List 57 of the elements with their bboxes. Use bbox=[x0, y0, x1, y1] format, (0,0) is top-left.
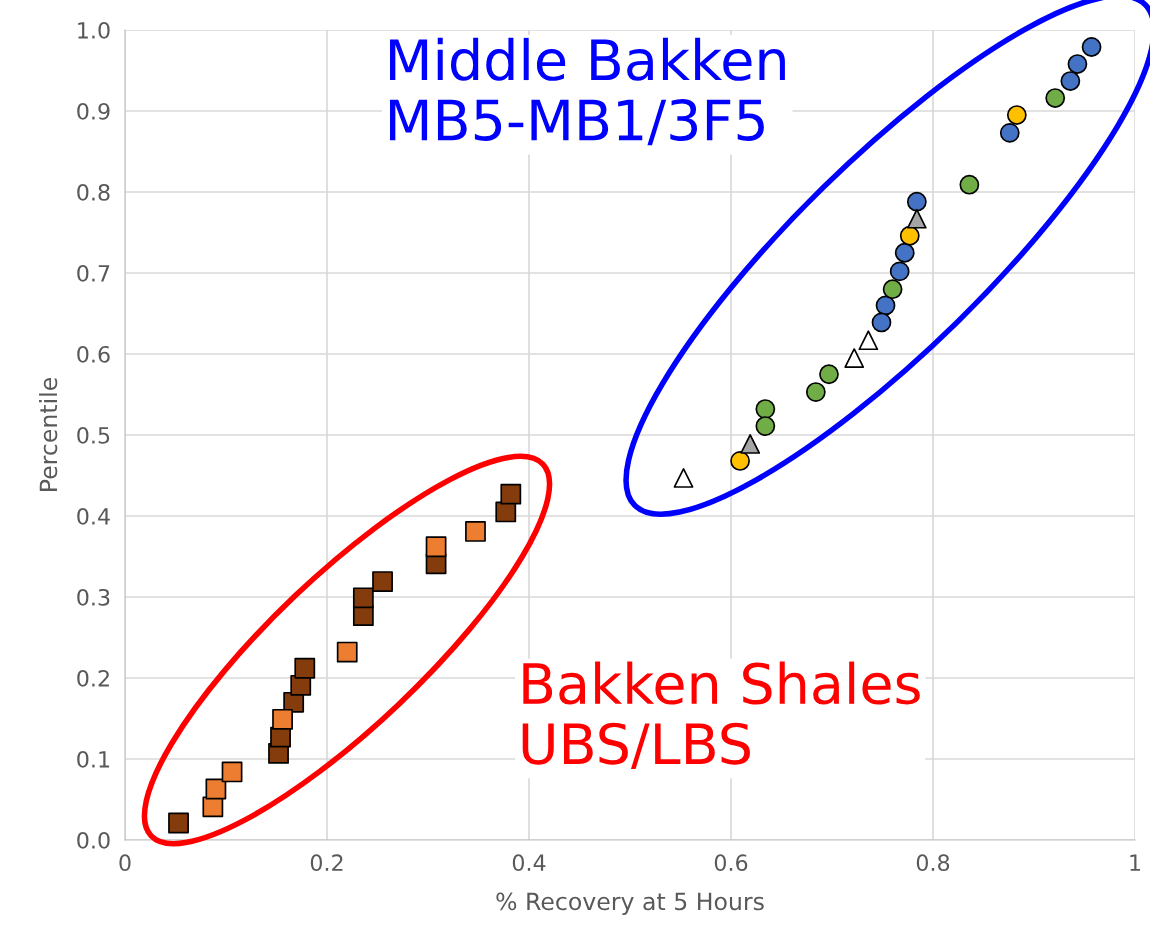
y-tick-label: 1.0 bbox=[78, 21, 110, 39]
point bbox=[168, 812, 189, 834]
point bbox=[372, 571, 393, 593]
point bbox=[906, 191, 927, 212]
point bbox=[999, 122, 1020, 143]
y-axis-title: Percentile bbox=[39, 378, 58, 491]
y-tick-label: 0.9 bbox=[77, 102, 110, 120]
x-tick-label: 1 bbox=[1130, 854, 1141, 871]
y-tick-label: 0.8 bbox=[77, 183, 110, 201]
annotation: Middle Bakken MB5-MB1/3F5 bbox=[390, 37, 785, 146]
point bbox=[202, 796, 224, 818]
y-tick-label: 0.1 bbox=[77, 750, 110, 768]
x-axis-title: % Recovery at 5 Hours bbox=[496, 892, 764, 915]
point bbox=[465, 520, 486, 542]
point bbox=[730, 451, 750, 471]
point bbox=[352, 587, 374, 609]
x-tick-label: 0.6 bbox=[714, 854, 748, 872]
point bbox=[1081, 37, 1102, 57]
point bbox=[336, 641, 358, 663]
x-tick-label: 0.4 bbox=[512, 854, 546, 872]
point bbox=[205, 778, 227, 800]
point bbox=[959, 174, 980, 195]
point bbox=[819, 364, 839, 385]
point bbox=[673, 468, 694, 488]
x-tick-label: 0.8 bbox=[916, 854, 950, 872]
x-tick-label: 0 bbox=[119, 854, 131, 872]
point bbox=[1060, 71, 1081, 91]
point bbox=[755, 399, 776, 419]
y-tick-label: 0.7 bbox=[77, 264, 110, 282]
point bbox=[221, 761, 243, 783]
point bbox=[500, 483, 522, 505]
point bbox=[889, 261, 910, 282]
point bbox=[272, 708, 293, 730]
point bbox=[755, 416, 776, 436]
point bbox=[875, 295, 896, 316]
y-tick-label: 0.4 bbox=[77, 507, 110, 525]
point bbox=[1045, 88, 1066, 108]
point bbox=[740, 434, 761, 454]
point bbox=[894, 242, 915, 263]
y-tick-label: 0.0 bbox=[77, 831, 110, 849]
point bbox=[871, 312, 892, 333]
y-tick-label: 0.2 bbox=[77, 669, 109, 687]
point bbox=[1006, 105, 1027, 125]
y-tick-label: 0.5 bbox=[77, 426, 110, 444]
point bbox=[425, 536, 447, 558]
point bbox=[844, 348, 865, 368]
point bbox=[858, 330, 879, 351]
point bbox=[906, 208, 927, 229]
point bbox=[899, 225, 920, 246]
x-tick-label: 0.2 bbox=[310, 854, 343, 872]
point bbox=[1067, 54, 1088, 74]
y-tick-label: 0.6 bbox=[77, 345, 110, 363]
point bbox=[294, 657, 316, 679]
y-tick-label: 0.3 bbox=[77, 588, 110, 606]
point bbox=[882, 279, 903, 300]
point bbox=[805, 382, 826, 402]
annotation: Bakken Shales UBS/LBS bbox=[522, 661, 920, 770]
